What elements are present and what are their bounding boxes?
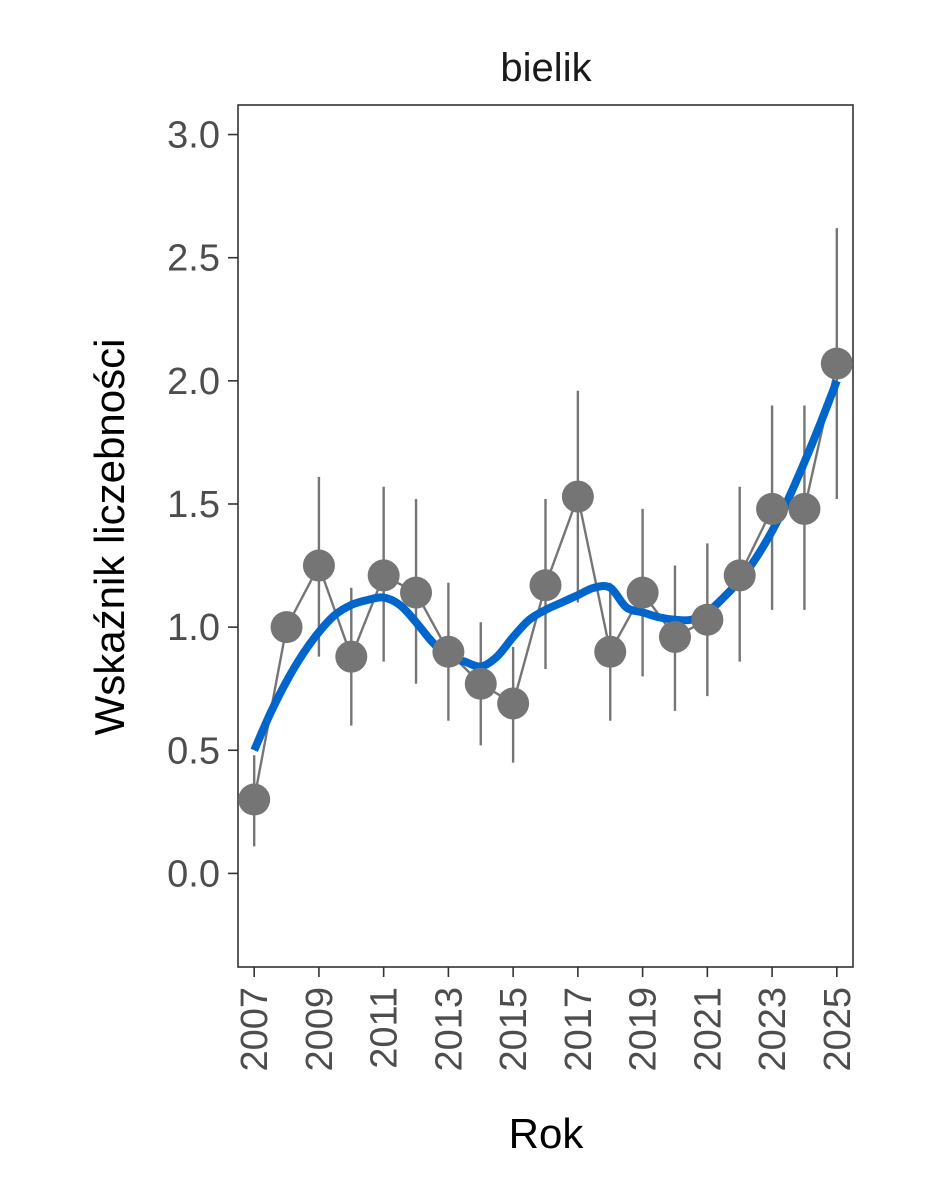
data-point: [788, 492, 821, 525]
y-axis-title: Wskaźnik liczebności: [86, 339, 133, 736]
x-tick-label: 2007: [234, 987, 276, 1072]
x-tick-label: 2025: [817, 987, 859, 1072]
data-point: [335, 640, 368, 673]
data-point: [594, 635, 627, 668]
x-tick-label: 2023: [752, 987, 794, 1072]
data-point: [529, 569, 562, 602]
data-point: [723, 559, 756, 592]
data-point: [658, 620, 691, 653]
data-point: [626, 576, 659, 609]
y-tick-label: 0.5: [167, 730, 220, 772]
data-point: [497, 687, 530, 720]
y-axis: 0.0 0.5 1.0 1.5 2.0 2.5 3.0: [167, 115, 238, 895]
data-point: [367, 559, 400, 592]
x-tick-label: 2013: [428, 987, 470, 1072]
data-point: [302, 549, 335, 582]
x-axis-title: Rok: [509, 1110, 585, 1157]
y-tick-label: 2.0: [167, 361, 220, 403]
chart-title: bielik: [500, 46, 592, 90]
x-tick-label: 2015: [493, 987, 535, 1072]
x-axis: 2007 2009 2011 2013 2015 2017 2019 2021 2023 2025: [234, 967, 859, 1072]
data-point: [691, 603, 724, 636]
data-point: [820, 347, 853, 380]
y-tick-label: 0.0: [167, 853, 220, 895]
y-tick-label: 1.5: [167, 484, 220, 526]
x-tick-label: 2011: [364, 987, 406, 1069]
y-tick-label: 3.0: [167, 115, 220, 157]
x-tick-label: 2021: [687, 987, 729, 1072]
data-point: [756, 492, 789, 525]
data-point: [400, 576, 433, 609]
data-point: [432, 635, 465, 668]
data-point: [561, 480, 594, 513]
x-tick-label: 2019: [623, 987, 665, 1072]
y-tick-label: 1.0: [167, 607, 220, 649]
data-point: [238, 783, 271, 816]
data-point: [464, 667, 497, 700]
data-points: [238, 347, 853, 816]
x-tick-label: 2009: [299, 987, 341, 1072]
y-tick-label: 2.5: [167, 238, 220, 280]
data-point: [270, 611, 303, 644]
x-tick-label: 2017: [558, 987, 600, 1072]
